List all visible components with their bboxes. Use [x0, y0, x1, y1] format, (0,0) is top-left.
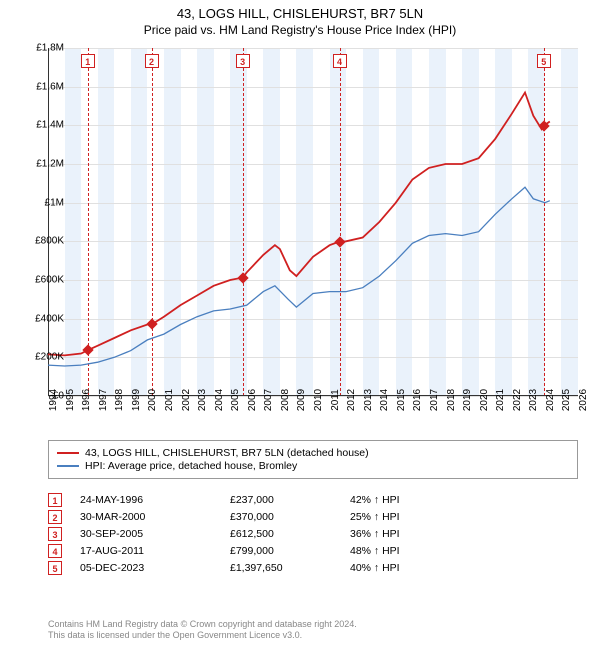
transaction-price: £370,000	[230, 511, 350, 523]
transaction-date: 30-MAR-2000	[80, 511, 230, 523]
transaction-row: 5 05-DEC-2023£1,397,65040% ↑ HPI	[48, 561, 578, 575]
xtick-label: 2011	[330, 389, 341, 411]
event-label-box: 3	[236, 54, 250, 68]
transaction-index: 2	[48, 510, 62, 524]
xtick-label: 2003	[197, 389, 208, 411]
xtick-label: 2026	[578, 389, 589, 411]
footnote-line2: This data is licensed under the Open Gov…	[48, 630, 357, 642]
xtick-label: 2007	[263, 389, 274, 411]
legend-swatch	[57, 452, 79, 454]
footnote-line1: Contains HM Land Registry data © Crown c…	[48, 619, 357, 631]
xtick-label: 2014	[379, 389, 390, 411]
xtick-label: 1994	[48, 389, 59, 411]
transaction-index: 4	[48, 544, 62, 558]
transaction-row: 1 24-MAY-1996£237,00042% ↑ HPI	[48, 493, 578, 507]
xtick-label: 2018	[446, 389, 457, 411]
transaction-row: 3 30-SEP-2005£612,50036% ↑ HPI	[48, 527, 578, 541]
xtick-label: 2001	[164, 389, 175, 411]
xtick-label: 2008	[280, 389, 291, 411]
transaction-index: 3	[48, 527, 62, 541]
transaction-index: 5	[48, 561, 62, 575]
transaction-date: 24-MAY-1996	[80, 494, 230, 506]
xtick-label: 2019	[462, 389, 473, 411]
event-label-box: 2	[145, 54, 159, 68]
transaction-pct: 48% ↑ HPI	[350, 545, 470, 557]
transaction-price: £612,500	[230, 528, 350, 540]
transaction-date: 30-SEP-2005	[80, 528, 230, 540]
xtick-label: 2021	[495, 389, 506, 411]
series-price	[48, 93, 550, 356]
transactions-table: 1 24-MAY-1996£237,00042% ↑ HPI 2 30-MAR-200…	[48, 490, 578, 578]
event-label-box: 1	[81, 54, 95, 68]
transaction-pct: 36% ↑ HPI	[350, 528, 470, 540]
xtick-label: 1997	[98, 389, 109, 411]
ytick-label: £600K	[4, 275, 64, 286]
ytick-label: £400K	[4, 313, 64, 324]
legend-item: HPI: Average price, detached house, Brom…	[57, 460, 569, 472]
xtick-label: 2020	[479, 389, 490, 411]
event-label-box: 4	[333, 54, 347, 68]
transaction-price: £1,397,650	[230, 562, 350, 574]
ytick-label: £800K	[4, 236, 64, 247]
event-label-box: 5	[537, 54, 551, 68]
xtick-label: 2004	[214, 389, 225, 411]
transaction-row: 4 17-AUG-2011£799,00048% ↑ HPI	[48, 544, 578, 558]
transaction-pct: 40% ↑ HPI	[350, 562, 470, 574]
xtick-label: 2002	[181, 389, 192, 411]
ytick-label: £1.2M	[4, 159, 64, 170]
transaction-pct: 42% ↑ HPI	[350, 494, 470, 506]
xtick-label: 1999	[131, 389, 142, 411]
xtick-label: 2023	[528, 389, 539, 411]
footnote: Contains HM Land Registry data © Crown c…	[48, 619, 357, 642]
series-hpi	[48, 187, 550, 366]
xtick-label: 2000	[147, 389, 158, 411]
xtick-label: 2015	[396, 389, 407, 411]
legend-label: HPI: Average price, detached house, Brom…	[85, 460, 297, 472]
ytick-label: £1.8M	[4, 43, 64, 54]
xtick-label: 2024	[545, 389, 556, 411]
xtick-label: 2009	[296, 389, 307, 411]
xtick-label: 2012	[346, 389, 357, 411]
titles: 43, LOGS HILL, CHISLEHURST, BR7 5LN Pric…	[0, 0, 600, 37]
legend: 43, LOGS HILL, CHISLEHURST, BR7 5LN (det…	[48, 440, 578, 479]
ytick-label: £200K	[4, 352, 64, 363]
xtick-label: 2022	[512, 389, 523, 411]
line-series	[48, 48, 578, 396]
transaction-row: 2 30-MAR-2000£370,00025% ↑ HPI	[48, 510, 578, 524]
transaction-index: 1	[48, 493, 62, 507]
title-sub: Price paid vs. HM Land Registry's House …	[0, 23, 600, 37]
transaction-date: 17-AUG-2011	[80, 545, 230, 557]
xtick-label: 1998	[114, 389, 125, 411]
legend-item: 43, LOGS HILL, CHISLEHURST, BR7 5LN (det…	[57, 447, 569, 459]
transaction-price: £799,000	[230, 545, 350, 557]
transaction-pct: 25% ↑ HPI	[350, 511, 470, 523]
xtick-label: 1996	[81, 389, 92, 411]
xtick-label: 2016	[412, 389, 423, 411]
xtick-label: 1995	[65, 389, 76, 411]
legend-label: 43, LOGS HILL, CHISLEHURST, BR7 5LN (det…	[85, 447, 369, 459]
xtick-label: 2017	[429, 389, 440, 411]
xtick-label: 2006	[247, 389, 258, 411]
transaction-date: 05-DEC-2023	[80, 562, 230, 574]
ytick-label: £1M	[4, 197, 64, 208]
legend-swatch	[57, 465, 79, 467]
ytick-label: £1.6M	[4, 81, 64, 92]
xtick-label: 2005	[230, 389, 241, 411]
xtick-label: 2010	[313, 389, 324, 411]
xtick-label: 2013	[363, 389, 374, 411]
xtick-label: 2025	[561, 389, 572, 411]
title-main: 43, LOGS HILL, CHISLEHURST, BR7 5LN	[0, 6, 600, 21]
chart-container: 43, LOGS HILL, CHISLEHURST, BR7 5LN Pric…	[0, 0, 600, 650]
ytick-label: £1.4M	[4, 120, 64, 131]
transaction-price: £237,000	[230, 494, 350, 506]
